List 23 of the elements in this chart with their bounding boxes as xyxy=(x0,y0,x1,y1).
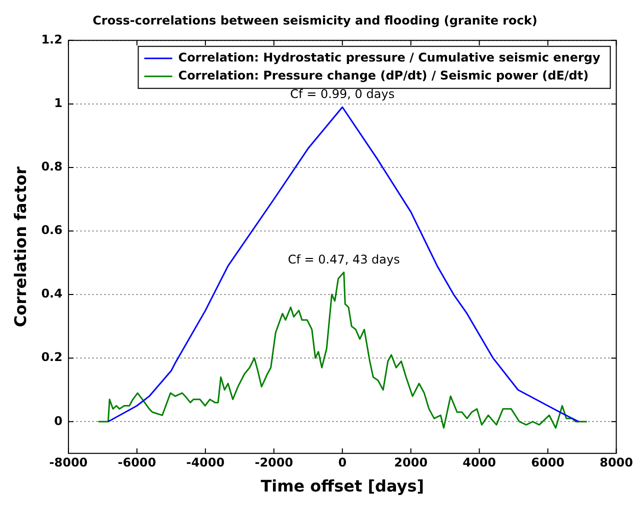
x-tick-label: 8000 xyxy=(600,456,634,470)
x-tick-label: -8000 xyxy=(49,456,88,470)
x-tick-label: 0 xyxy=(338,456,347,470)
y-tick-label: 0.4 xyxy=(41,286,62,301)
x-tick-label: 2000 xyxy=(394,456,428,470)
y-tick-label: 0.2 xyxy=(41,350,62,364)
x-axis-title: Time offset [days] xyxy=(260,476,424,496)
y-tick-label: 0 xyxy=(54,414,62,428)
x-tick-label: 6000 xyxy=(531,456,565,470)
x-tick-label: -6000 xyxy=(118,456,156,470)
legend-label: Correlation: Hydrostatic pressure / Cumulative seismic energy xyxy=(178,50,600,65)
y-tick-label: 0.8 xyxy=(41,160,62,174)
y-axis-title: Correlation factor xyxy=(10,166,30,328)
y-tick-label: 1.2 xyxy=(41,32,62,47)
x-tick-label: -4000 xyxy=(186,456,225,470)
legend-label: Correlation: Pressure change (dP/dt) / Seismic power (dE/dt) xyxy=(178,68,589,83)
y-tick-label: 0.6 xyxy=(41,223,62,238)
chart-title: Cross-correlations between seismicity and flooding (granite rock) xyxy=(92,13,538,28)
annotation: Cf = 0.99, 0 days xyxy=(290,87,395,102)
x-tick-label: -2000 xyxy=(254,456,294,470)
y-tick-label: 1 xyxy=(54,96,62,110)
x-tick-label: 4000 xyxy=(462,456,496,470)
annotation: Cf = 0.47, 43 days xyxy=(288,252,400,266)
